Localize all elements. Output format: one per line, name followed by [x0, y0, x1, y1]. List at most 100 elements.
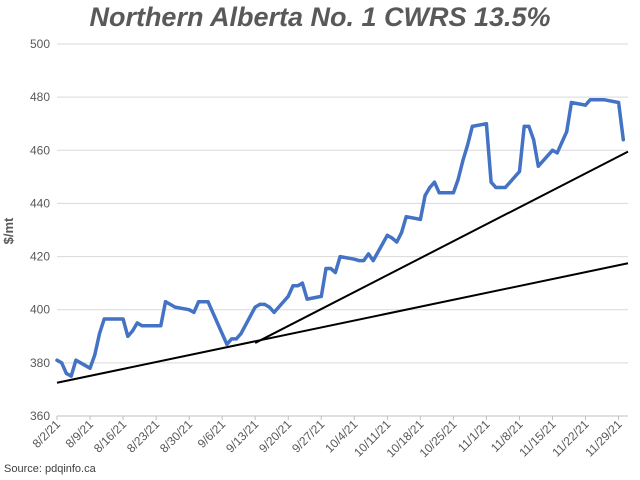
- data-point: [187, 308, 191, 312]
- data-point: [437, 191, 441, 195]
- data-point: [267, 305, 271, 309]
- data-point: [465, 143, 470, 147]
- data-point: [418, 217, 422, 221]
- data-point: [362, 258, 366, 263]
- x-tick-label: 8/16/21: [91, 417, 129, 455]
- series-layer: [55, 98, 626, 378]
- data-point: [286, 294, 290, 299]
- data-point: [107, 317, 111, 321]
- data-point: [569, 100, 573, 105]
- chart-title: Northern Alberta No. 1 CWRS 13.5%: [89, 2, 551, 32]
- data-point: [602, 98, 607, 102]
- data-point: [517, 169, 522, 174]
- data-point: [489, 180, 493, 184]
- data-point: [484, 122, 489, 126]
- y-tick-label: 420: [30, 250, 50, 264]
- series-line: [55, 98, 626, 378]
- data-point: [130, 329, 135, 333]
- data-point: [88, 366, 92, 370]
- data-point: [352, 257, 356, 261]
- data-point: [532, 138, 536, 142]
- data-point: [527, 124, 531, 128]
- y-tick-label: 500: [30, 37, 50, 51]
- trendline: [56, 262, 629, 384]
- data-point: [234, 337, 238, 341]
- data-point: [324, 266, 328, 271]
- x-tick-label: 8/23/21: [124, 417, 162, 455]
- data-point: [338, 254, 342, 259]
- x-tick-label: 11/29/21: [582, 417, 625, 460]
- data-point: [385, 233, 389, 237]
- data-point: [300, 281, 304, 285]
- data-point: [319, 294, 323, 299]
- data-point: [126, 334, 130, 338]
- data-point: [498, 185, 503, 190]
- x-tick-label: 11/1/21: [455, 417, 493, 455]
- x-tick-label: 9/13/21: [223, 417, 261, 455]
- data-point: [456, 177, 460, 182]
- data-point: [560, 140, 564, 144]
- axes: [56, 415, 628, 420]
- data-point: [536, 164, 540, 168]
- data-point: [451, 191, 455, 195]
- x-tick-label: 9/20/21: [256, 417, 294, 455]
- data-point: [64, 371, 69, 376]
- data-point: [390, 236, 394, 240]
- gridlines: [57, 43, 628, 364]
- data-point: [168, 302, 172, 306]
- data-point: [55, 358, 59, 362]
- data-point: [329, 266, 333, 271]
- data-point: [121, 317, 125, 321]
- trendlines: [56, 150, 629, 384]
- data-point: [357, 258, 361, 263]
- data-point: [593, 98, 597, 102]
- data-point: [225, 342, 229, 346]
- data-point: [598, 98, 602, 102]
- data-point: [494, 185, 498, 190]
- data-point: [503, 185, 507, 190]
- data-point: [399, 231, 404, 235]
- data-point: [272, 310, 276, 314]
- x-tick-labels: 8/2/21 8/9/218/16/218/23/218/30/21 9/6/219…: [30, 417, 625, 460]
- data-point: [60, 361, 64, 365]
- y-tick-labels: 360 380 400 420 440 460 480 500: [30, 37, 50, 423]
- data-point: [395, 240, 399, 244]
- data-point: [69, 374, 73, 378]
- data-point: [616, 100, 621, 105]
- data-point: [140, 324, 144, 328]
- data-point: [423, 193, 427, 198]
- data-point: [296, 284, 300, 288]
- data-point: [333, 270, 338, 275]
- data-point: [432, 180, 437, 184]
- data-point: [404, 215, 408, 219]
- y-tick-label: 440: [30, 196, 50, 210]
- data-point: [159, 324, 163, 328]
- data-point: [102, 317, 106, 321]
- data-point: [239, 332, 243, 336]
- data-point: [192, 310, 196, 314]
- x-tick-label: 10/25/21: [417, 417, 460, 460]
- y-axis-label: $/mt: [1, 217, 16, 244]
- data-point: [555, 151, 559, 155]
- x-tick-label: 8/30/21: [157, 417, 195, 455]
- data-point: [263, 302, 267, 306]
- y-tick-label: 360: [30, 409, 50, 423]
- trendline: [254, 150, 629, 344]
- y-tick-label: 380: [30, 356, 50, 370]
- data-point: [621, 138, 625, 142]
- y-tick-label: 400: [30, 303, 50, 317]
- data-point: [135, 321, 139, 325]
- data-point: [154, 324, 158, 328]
- data-point: [201, 300, 205, 304]
- data-point: [97, 332, 102, 336]
- data-point: [588, 98, 592, 102]
- data-point: [470, 124, 474, 128]
- data-point: [565, 130, 569, 134]
- data-point: [258, 302, 262, 306]
- data-point: [583, 103, 588, 107]
- data-point: [366, 252, 371, 256]
- data-point: [253, 305, 257, 309]
- data-point: [206, 300, 210, 304]
